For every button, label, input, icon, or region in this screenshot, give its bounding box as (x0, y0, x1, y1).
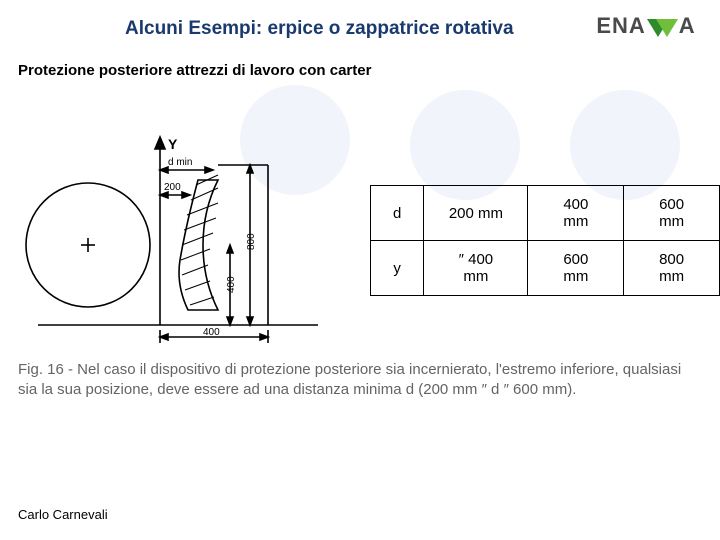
row-label: y (371, 241, 424, 296)
cell: 800 mm (624, 241, 720, 296)
cell: 600 mm (528, 241, 624, 296)
table-row: y ″ 400 mm 600 mm 800 mm (371, 241, 720, 296)
cell: 600 mm (624, 186, 720, 241)
row-label: d (371, 186, 424, 241)
logo-left: ENA (596, 13, 645, 39)
cell: 200 mm (424, 186, 528, 241)
dimension-table: d 200 mm 400 mm 600 mm y ″ 400 mm 600 mm… (370, 185, 720, 296)
technical-diagram: Y d min 200 (18, 125, 328, 345)
subtitle: Protezione posteriore attrezzi di lavoro… (18, 62, 371, 79)
logo-text: ENA A (596, 13, 695, 39)
dim-800: 800 (246, 233, 257, 250)
decor-circle (410, 90, 520, 200)
cell: 400 mm (528, 186, 624, 241)
table-row: d 200 mm 400 mm 600 mm (371, 186, 720, 241)
dim-400v: 400 (226, 276, 237, 293)
cell: ″ 400 mm (424, 241, 528, 296)
page-title: Alcuni Esempi: erpice o zappatrice rotat… (125, 18, 514, 40)
dim-d-min: d min (168, 157, 192, 168)
axis-y-label: Y (168, 136, 178, 152)
decor-circle (570, 90, 680, 200)
logo-right: A (679, 13, 696, 39)
logo: ENA A (582, 4, 710, 48)
author-footer: Carlo Carnevali (18, 507, 108, 522)
dim-400h: 400 (203, 327, 220, 338)
logo-chevron-icon (656, 19, 678, 37)
dim-200: 200 (164, 182, 181, 193)
figure-caption: Fig. 16 - Nel caso il dispositivo di pro… (18, 360, 698, 401)
